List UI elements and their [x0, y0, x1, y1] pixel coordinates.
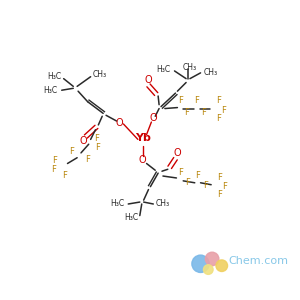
Text: F: F	[195, 171, 200, 180]
Circle shape	[216, 260, 228, 272]
Text: H₃C: H₃C	[157, 64, 171, 74]
Text: H₃C: H₃C	[124, 213, 138, 222]
Text: F: F	[178, 168, 183, 177]
Text: Chem.com: Chem.com	[229, 256, 289, 266]
Text: O: O	[79, 136, 87, 146]
Text: H₃C: H₃C	[48, 72, 62, 81]
Text: F: F	[186, 178, 190, 187]
Text: CH₃: CH₃	[155, 200, 169, 208]
Text: CH₃: CH₃	[93, 70, 107, 79]
Text: F: F	[194, 96, 199, 105]
Text: F: F	[218, 190, 222, 199]
Circle shape	[192, 255, 209, 272]
Text: Yb: Yb	[135, 134, 151, 143]
Text: F: F	[94, 134, 99, 143]
Text: CH₃: CH₃	[203, 68, 218, 77]
Text: F: F	[69, 147, 74, 156]
Text: H₃C: H₃C	[110, 200, 124, 208]
Text: F: F	[52, 165, 56, 174]
Text: F: F	[218, 173, 222, 182]
Text: F: F	[52, 156, 57, 165]
Text: O: O	[116, 118, 123, 128]
Text: F: F	[221, 106, 226, 115]
Text: O: O	[145, 75, 152, 85]
Circle shape	[206, 252, 219, 266]
Text: F: F	[203, 181, 208, 190]
Text: F: F	[216, 96, 221, 105]
Text: F: F	[178, 96, 183, 105]
Text: O: O	[139, 154, 146, 165]
Text: CH₃: CH₃	[183, 63, 197, 72]
Text: H₃C: H₃C	[44, 86, 58, 95]
Text: F: F	[184, 108, 190, 117]
Circle shape	[203, 265, 213, 275]
Text: O: O	[149, 113, 157, 123]
Text: O: O	[174, 148, 181, 158]
Text: F: F	[216, 114, 221, 123]
Text: F: F	[201, 108, 206, 117]
Text: F: F	[222, 182, 227, 191]
Text: F: F	[85, 155, 90, 164]
Text: F: F	[62, 171, 67, 180]
Text: F: F	[95, 142, 100, 152]
